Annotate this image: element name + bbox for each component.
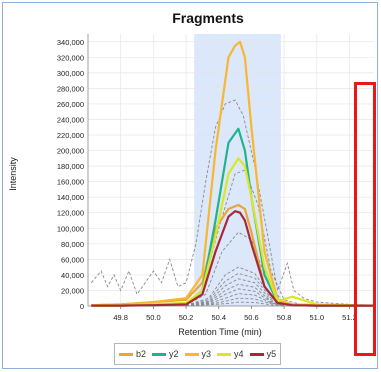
- legend-label: y4: [234, 349, 244, 359]
- legend-item-y4: y4: [217, 349, 244, 359]
- background-trace-line: [186, 288, 285, 307]
- y-tick-label: 120,000: [57, 209, 84, 218]
- background-trace-line: [186, 301, 285, 307]
- x-tick-label: 50.0: [146, 313, 161, 322]
- y-tick-label: 280,000: [57, 84, 84, 93]
- y-tick-label: 200,000: [57, 147, 84, 156]
- background-trace-line: [186, 278, 285, 306]
- selection-highlight-box: [354, 82, 376, 356]
- legend-label: y5: [266, 349, 277, 359]
- y-tick-label: 220,000: [57, 131, 84, 140]
- x-tick-label: 51.2: [342, 313, 357, 322]
- legend-swatch: [249, 352, 264, 356]
- legend-item-y5: y5: [249, 349, 277, 359]
- background-trace-line: [185, 231, 285, 306]
- x-tick-label: 49.8: [113, 313, 128, 322]
- series-line-y5: [91, 210, 374, 307]
- legend-swatch: [119, 352, 133, 356]
- legend-swatch: [217, 352, 232, 356]
- y-tick-label: 260,000: [57, 100, 84, 109]
- y-tick-label: 300,000: [57, 69, 84, 78]
- x-tick-label: 51.0: [309, 313, 324, 322]
- y-tick-label: 80,000: [61, 240, 84, 249]
- chart-title: Fragments: [172, 10, 244, 26]
- x-axis-label: Retention Time (min): [178, 327, 262, 337]
- y-tick-label: 100,000: [57, 224, 84, 233]
- x-tick-label: 50.8: [277, 313, 292, 322]
- y-tick-label: 160,000: [57, 178, 84, 187]
- legend-item-y3: y3: [184, 349, 212, 359]
- x-tick-label: 50.6: [244, 313, 259, 322]
- background-trace-line: [90, 99, 375, 306]
- y-tick-label: 240,000: [57, 115, 84, 124]
- y-tick-label: 20,000: [61, 286, 84, 295]
- legend-item-y2: y2: [152, 349, 179, 359]
- background-trace-line: [186, 293, 285, 307]
- y-tick-label: 140,000: [57, 193, 84, 202]
- y-tick-label: 340,000: [57, 38, 84, 47]
- background-trace-line: [185, 266, 285, 306]
- y-tick-label: 40,000: [61, 271, 84, 280]
- y-tick-label: 320,000: [57, 53, 84, 62]
- legend-label: y2: [169, 349, 179, 359]
- chart-legend: b2 y2 y3 y4 y5: [114, 343, 282, 365]
- legend-label: b2: [136, 349, 147, 359]
- y-tick-label: 180,000: [57, 162, 84, 171]
- series-line-y4: [91, 157, 375, 307]
- background-trace-line: [185, 272, 285, 306]
- y-axis-label: Intensity: [8, 157, 18, 191]
- x-tick-label: 50.4: [211, 313, 226, 322]
- legend-swatch: [152, 352, 167, 356]
- legend-label: y3: [201, 349, 212, 359]
- legend-item-b2: b2: [119, 349, 146, 359]
- y-tick-label: 0: [80, 302, 84, 311]
- x-tick-label: 50.2: [179, 313, 194, 322]
- y-tick-label: 60,000: [61, 255, 84, 264]
- legend-swatch: [184, 352, 199, 356]
- background-trace-line: [186, 283, 285, 307]
